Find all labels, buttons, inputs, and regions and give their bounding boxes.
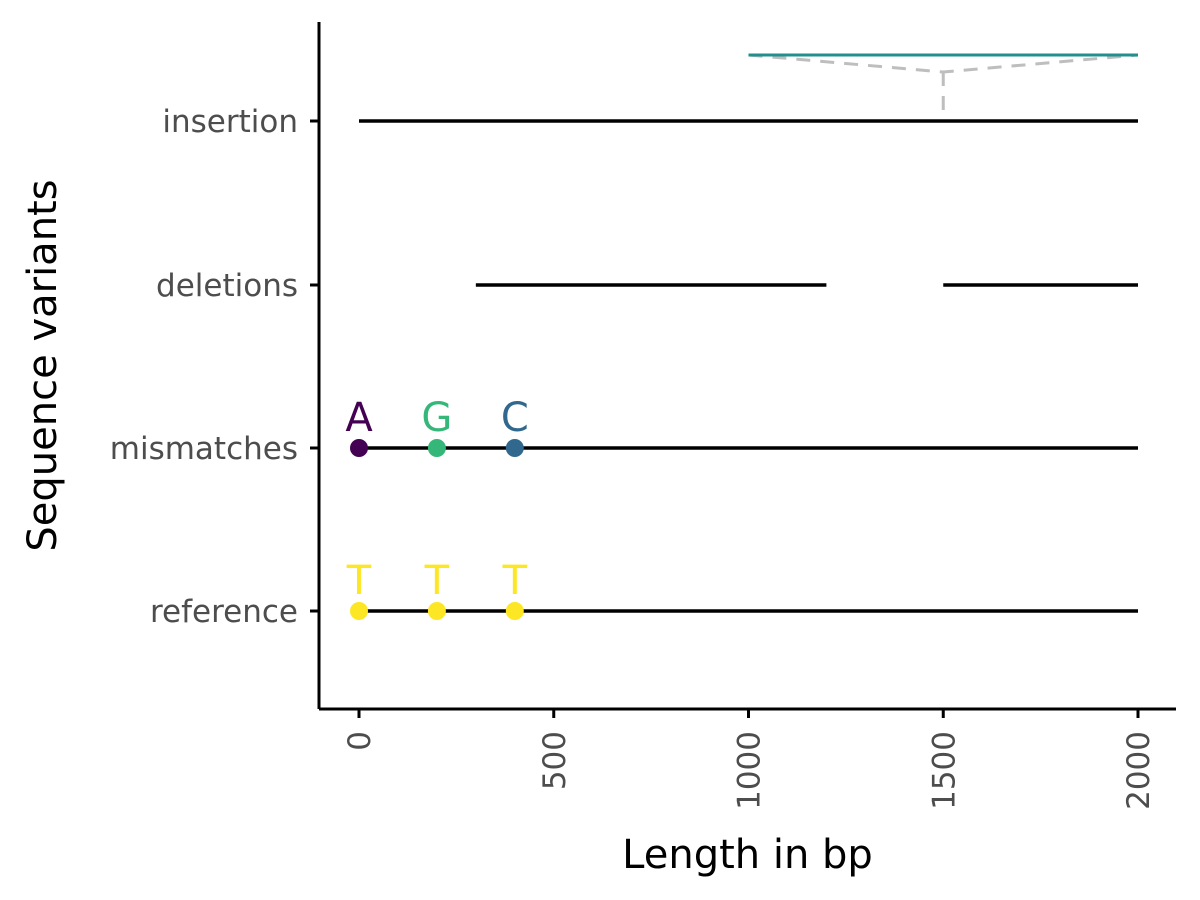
point-reference-400: [505, 602, 524, 620]
point-mismatches-0: [350, 439, 368, 457]
base-label-reference-0: T: [346, 558, 372, 604]
base-label-reference-200: T: [424, 558, 450, 604]
x-axis-title: Length in bp: [622, 832, 873, 878]
point-mismatches-200: [427, 439, 446, 457]
y-tick-label-reference: reference: [150, 594, 298, 630]
base-label-reference-400: T: [502, 558, 528, 604]
insertion-connector: [748, 53, 1139, 74]
x-tick-label-500: 500: [537, 731, 573, 790]
axes: reference mismatches deletions insertion 0 50…: [110, 22, 1176, 810]
y-tick-label-insertion: insertion: [162, 104, 298, 140]
y-axis-title: Sequence variants: [20, 179, 66, 551]
x-tick-label-0: 0: [342, 731, 378, 751]
base-label-mismatches-0: A: [345, 395, 373, 441]
point-mismatches-400: [505, 439, 524, 457]
base-label-mismatches-400: C: [501, 395, 529, 441]
x-tick-label-2000: 2000: [1121, 731, 1157, 810]
x-tick-label-1000: 1000: [732, 731, 768, 810]
y-tick-label-mismatches: mismatches: [110, 431, 298, 467]
y-tick-label-deletions: deletions: [156, 268, 298, 304]
base-label-mismatches-200: G: [421, 395, 452, 441]
point-reference-200: [427, 602, 446, 620]
plot-marks: T T T A G C: [345, 53, 1139, 620]
x-tick-label-1500: 1500: [926, 731, 962, 810]
point-reference-0: [350, 602, 368, 620]
